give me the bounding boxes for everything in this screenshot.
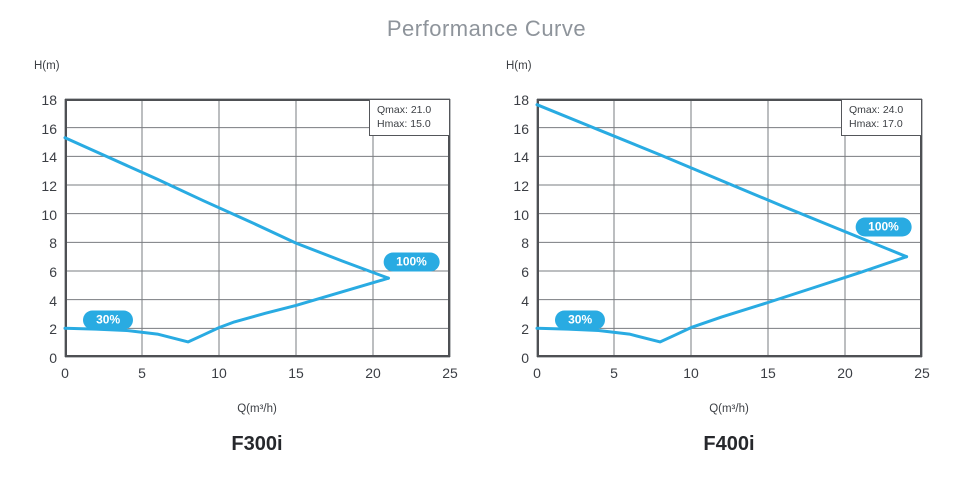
qmax-value: Qmax: 21.0 (377, 104, 432, 116)
qmax-value: Qmax: 24.0 (849, 104, 904, 116)
hmax-value: Hmax: 17.0 (849, 118, 903, 130)
x-tick-label: 15 (288, 365, 304, 381)
curve-100pct (535, 103, 909, 259)
y-tick-label: 16 (41, 120, 57, 137)
x-tick-label: 10 (211, 365, 227, 381)
y-axis-label: H(m) (506, 60, 532, 72)
hmax-value: Hmax: 15.0 (377, 118, 431, 130)
chart-model-name: F300i (231, 433, 283, 455)
plot-svg (63, 98, 451, 358)
y-tick-label: 14 (41, 149, 57, 166)
x-tick-label: 20 (365, 365, 381, 381)
y-tick-label: 18 (41, 92, 57, 108)
y-tick-label: 2 (521, 321, 529, 338)
page-title: Performance Curve (386, 16, 587, 41)
y-tick-label: 10 (41, 206, 57, 223)
x-tick-label: 25 (914, 365, 930, 381)
y-tick-label: 6 (521, 264, 529, 280)
badge-30-percent: 30% (83, 310, 134, 330)
y-tick-label: 6 (49, 264, 57, 280)
curve-30pct (535, 255, 909, 344)
y-tick-label: 12 (513, 178, 529, 194)
max-values-box: Qmax: 24.0 Hmax: 17.0 (841, 99, 922, 136)
y-tick-label: 18 (513, 92, 529, 108)
y-tick-label: 4 (521, 292, 529, 309)
chart-model-name: F400i (703, 433, 755, 455)
x-tick-label: 25 (442, 365, 458, 381)
plot-svg (535, 98, 923, 358)
y-tick-label: 0 (521, 350, 529, 366)
plot-area: Qmax: 21.0 Hmax: 15.0 30% 100% 0 2 4 6 8 10 12… (41, 92, 457, 381)
plot-border (537, 99, 922, 357)
x-axis-label: Q(m³/h) (237, 403, 277, 415)
max-values-box: Qmax: 21.0 Hmax: 15.0 (369, 99, 450, 136)
badge-100-percent: 100% (855, 217, 912, 237)
y-tick-label: 10 (513, 206, 529, 223)
y-tick-label: 0 (49, 350, 57, 366)
x-tick-label: 5 (610, 365, 618, 381)
y-tick-label: 2 (49, 321, 57, 338)
badge-30-percent: 30% (555, 310, 606, 330)
badge-100-percent: 100% (383, 252, 440, 272)
x-tick-label: 0 (61, 365, 69, 381)
y-axis-label: H(m) (34, 60, 60, 72)
chart-panel-f300i: H(m) Qmax: 21.0 Hmax: 15.0 30% 100% 0 2 4 6… (0, 0, 486, 498)
y-tick-label: 4 (49, 292, 57, 309)
x-tick-label: 0 (533, 365, 541, 381)
y-tick-label: 16 (513, 120, 529, 137)
chart-panel-f400i: H(m) Qmax: 24.0 Hmax: 17.0 30% 100% 0 2 4 6… (472, 0, 958, 498)
plot-area: Qmax: 24.0 Hmax: 17.0 30% 100% 0 2 4 6 8 10 12… (513, 92, 929, 381)
y-tick-label: 8 (521, 235, 529, 252)
x-axis-label: Q(m³/h) (709, 403, 749, 415)
y-tick-label: 12 (41, 178, 57, 194)
curve-30pct (63, 276, 390, 344)
curve-100pct (63, 136, 390, 280)
x-tick-label: 15 (760, 365, 776, 381)
y-tick-label: 14 (513, 149, 529, 166)
x-tick-label: 5 (138, 365, 146, 381)
x-tick-label: 20 (837, 365, 853, 381)
plot-border (65, 99, 450, 357)
y-tick-label: 8 (49, 235, 57, 252)
x-tick-label: 10 (683, 365, 699, 381)
